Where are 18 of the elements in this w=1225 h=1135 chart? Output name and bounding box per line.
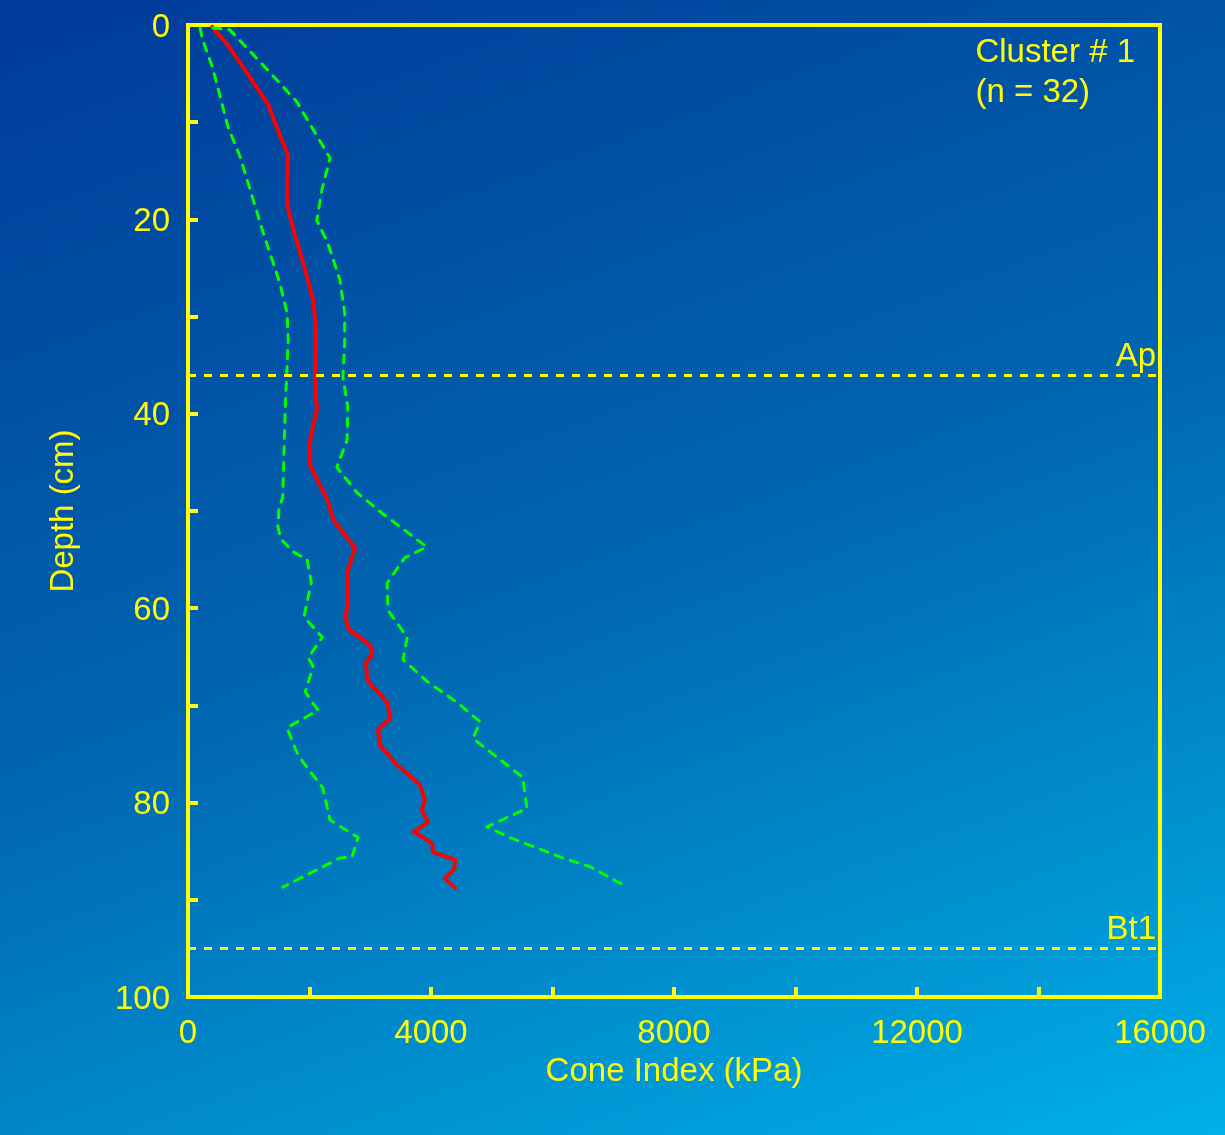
y-tick-label: 40 [133, 395, 170, 433]
x-tick-label: 16000 [1114, 1013, 1206, 1050]
y-tick-label: 60 [133, 589, 170, 627]
line-series [198, 26, 360, 889]
y-tick-label: 100 [114, 978, 170, 1016]
x-axis-title: Cone Index (kPa) [545, 1050, 803, 1088]
line-series [210, 24, 458, 891]
y-tick-label: 20 [133, 200, 170, 238]
y-tick-label: 0 [151, 6, 170, 44]
x-tick-label: 12000 [871, 1013, 963, 1050]
x-tick-label: 4000 [394, 1013, 468, 1050]
x-tick-label: 0 [178, 1013, 198, 1050]
x-tick-label: 8000 [637, 1013, 711, 1050]
annotation: Cluster # 1 (n = 32) [975, 31, 1136, 109]
y-axis-title: Depth (cm) [43, 429, 80, 593]
y-tick-label: 80 [133, 784, 170, 822]
ref-line-label: Bt1 [1106, 909, 1156, 947]
ref-line-label: Ap [1115, 335, 1156, 373]
